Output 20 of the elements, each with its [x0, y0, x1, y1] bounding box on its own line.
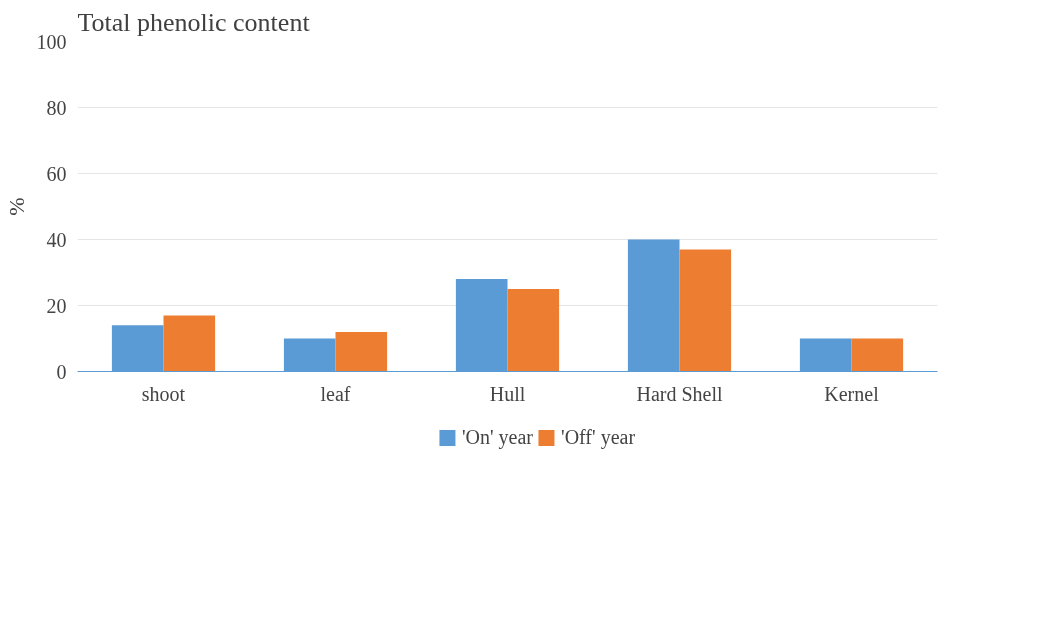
- chart-title: Total phenolic content: [77, 7, 311, 37]
- bar: [679, 249, 732, 372]
- bar: [163, 315, 216, 372]
- y-tick-label: 20: [46, 294, 67, 317]
- x-tick-label: shoot: [141, 382, 186, 405]
- y-tick-label: 80: [46, 96, 67, 119]
- x-tick-label: Kernel: [824, 382, 880, 405]
- y-tick-label: 40: [46, 228, 67, 251]
- bar: [851, 338, 904, 372]
- y-tick-label: 0: [56, 360, 67, 383]
- bar: [507, 289, 560, 372]
- legend-label: 'Off' year: [561, 425, 636, 449]
- bar: [335, 331, 388, 372]
- legend-label: 'On' year: [461, 425, 534, 449]
- x-tick-label: leaf: [320, 382, 351, 405]
- x-tick-label: Hard Shell: [636, 382, 723, 405]
- y-tick-label: 100: [36, 30, 67, 53]
- y-tick-label: 60: [46, 162, 67, 185]
- y-axis-title: %: [3, 197, 29, 216]
- x-tick-label: Hull: [489, 382, 526, 405]
